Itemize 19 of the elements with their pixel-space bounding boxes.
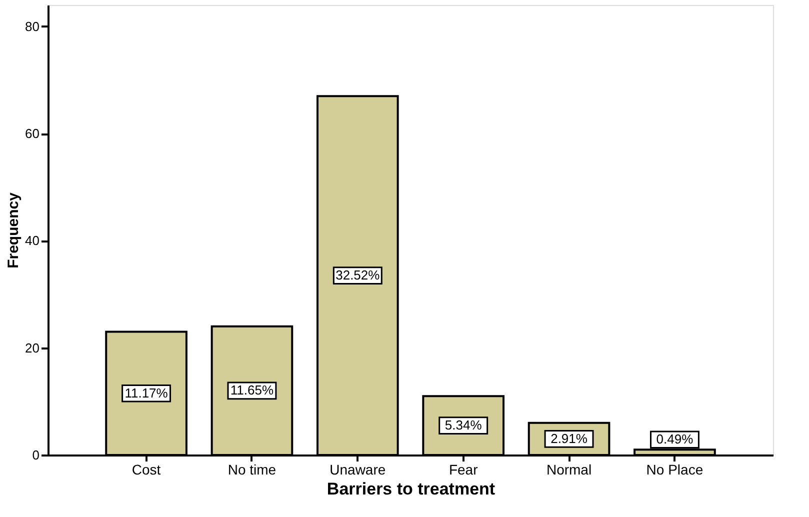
x-tick-label: No time <box>228 462 276 478</box>
y-tick-label: 80 <box>25 18 40 34</box>
y-tick-label: 40 <box>25 233 40 248</box>
x-tick-label: Unaware <box>330 462 386 478</box>
y-tick-label: 20 <box>25 340 40 356</box>
annotation: 2.91% <box>550 430 588 446</box>
x-tick-label: Normal <box>546 462 592 478</box>
y-tick-label: 60 <box>25 126 40 142</box>
x-tick-label: Fear <box>448 462 478 478</box>
annotation: 11.17% <box>124 385 168 400</box>
annotation: 5.34% <box>444 418 482 433</box>
y-axis-title: Frequency <box>5 192 22 268</box>
y-tick-label: 0 <box>32 448 40 462</box>
x-tick-label: Cost <box>132 462 161 478</box>
x-tick-label: No Place <box>646 462 704 478</box>
annotation: 32.52% <box>336 268 380 283</box>
annotation: 11.65% <box>230 382 274 398</box>
annotation: 0.49% <box>656 432 694 447</box>
x-axis-title: Barriers to treatment <box>326 480 496 498</box>
